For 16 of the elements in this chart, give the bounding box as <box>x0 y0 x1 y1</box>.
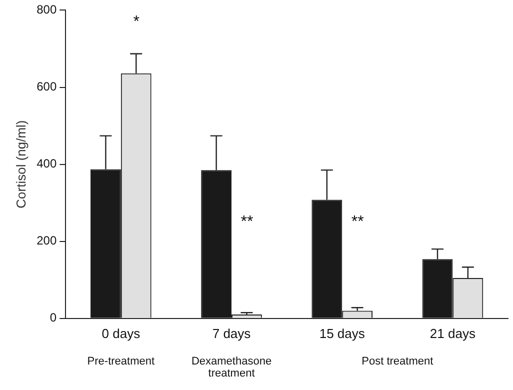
annotation: * <box>133 14 140 31</box>
y-tick-label: 800 <box>36 2 57 17</box>
annotation: ** <box>351 213 364 230</box>
text: Dexamethasone treatment <box>191 356 272 380</box>
x-tick-label: 0 days <box>102 326 141 341</box>
y-tick-label: 200 <box>36 234 57 248</box>
annotation: ** <box>240 213 254 230</box>
y-tick-label: 0 <box>50 310 57 325</box>
y-axis-title: Cortisol (ng/ml) <box>13 120 28 208</box>
text: Post treatment <box>362 356 434 368</box>
x-tick-label: 7 days <box>212 326 252 341</box>
x-tick-label: 21 days <box>430 326 476 341</box>
y-tick-label: 600 <box>36 80 57 94</box>
y-tick-label: 400 <box>36 156 57 171</box>
text: Pre-treatment <box>87 356 155 368</box>
x-tick-label: 15 days <box>319 326 366 341</box>
